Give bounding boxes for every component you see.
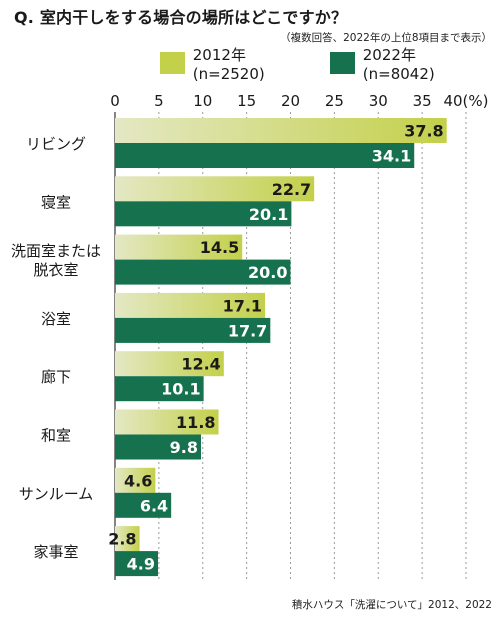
x-tick-label: 5 [154,92,164,110]
legend-item-2022: 2022年(n=8042) [330,44,482,83]
legend-label-2012: 2012年(n=2520) [192,45,265,83]
data-label-2012: 17.1 [223,296,262,315]
x-tick-label: 0 [110,92,120,110]
category-label: 洗面室または [11,242,101,260]
bar-2012 [115,526,140,552]
bar-2012 [115,351,224,377]
legend-swatch-2022 [330,52,355,74]
data-label-2012: 2.8 [108,530,136,549]
legend-item-2012: 2012年(n=2520) [160,44,312,83]
bar-2012 [115,409,219,435]
bar-2022 [115,492,172,518]
bar-2012 [115,467,156,493]
data-label-2022: 9.8 [170,438,198,457]
x-tick-label: 40(%) [443,92,488,110]
data-label-2012: 14.5 [200,238,239,257]
x-tick-label: 15 [237,92,256,110]
category-label: サンルーム [19,485,94,503]
data-label-2022: 20.1 [249,205,288,224]
chart-subtitle: （複数回答、2022年の上位8項目まで表示） [280,32,492,44]
x-tick-label: 10 [193,92,212,110]
x-tick-label: 35 [413,92,432,110]
bar-2012 [115,234,243,260]
bar-2012 [115,176,315,202]
category-label: リビング [26,135,86,153]
bar-2012 [115,292,266,318]
bar-2022 [115,434,201,460]
bar-2022 [115,201,292,227]
data-label-2022: 6.4 [140,496,168,515]
data-label-2022: 17.7 [228,321,267,340]
x-tick-label: 20 [281,92,300,110]
category-label: 脱衣室 [33,261,78,279]
legend-label-2022: 2022年(n=8042) [362,45,435,83]
x-tick-label: 30 [369,92,388,110]
chart-title: Q. 室内干しをする場合の場所はどこですか？ [14,8,348,27]
bar-2022 [115,317,271,343]
data-label-2022: 10.1 [161,380,200,399]
data-label-2022: 4.9 [127,555,155,574]
category-label: 廊下 [41,368,71,386]
bar-2022 [115,376,204,402]
data-label-2012: 4.6 [124,471,152,490]
data-label-2012: 37.8 [404,122,443,141]
category-label: 和室 [41,427,71,445]
x-tick-label: 25 [325,92,344,110]
bar-2022 [115,143,415,168]
bar-2012 [115,118,447,143]
data-label-2022: 34.1 [372,147,411,166]
category-label: 浴室 [41,310,71,328]
bar-2022 [115,259,291,285]
data-label-2012: 22.7 [272,180,311,199]
category-label: 寝室 [41,193,71,211]
data-label-2022: 20.0 [248,263,287,282]
data-label-2012: 11.8 [176,413,215,432]
data-label-2012: 12.4 [181,355,220,374]
source-note: 積水ハウス「洗濯について」2012、2022 [291,599,492,611]
legend-swatch-2012 [160,52,185,74]
category-label: 家事室 [33,543,78,561]
legend: 2012年(n=2520) 2022年(n=8042) [160,46,500,83]
bar-2022 [115,551,158,577]
